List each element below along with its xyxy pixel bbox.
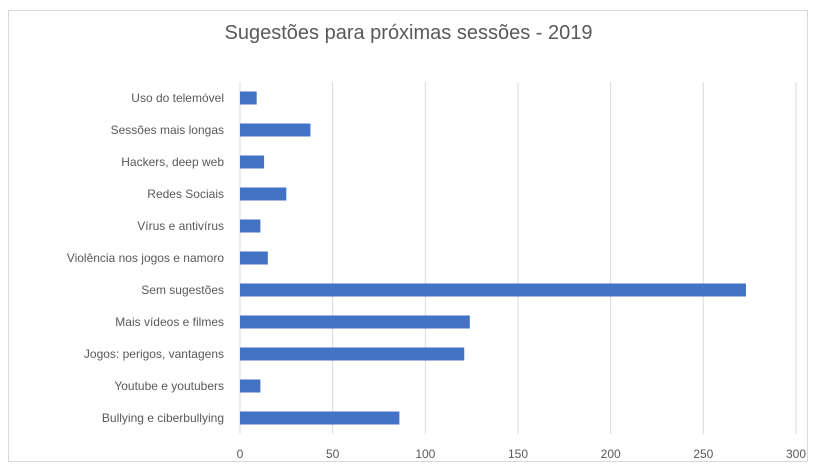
category-label: Mais vídeos e filmes bbox=[115, 315, 224, 329]
bar bbox=[240, 91, 257, 105]
category-label: Redes Sociais bbox=[147, 187, 224, 201]
bar bbox=[240, 379, 261, 393]
bar bbox=[240, 411, 400, 425]
x-tick-label: 200 bbox=[601, 447, 621, 461]
category-label: Violência nos jogos e namoro bbox=[67, 251, 225, 265]
category-label: Jogos: perigos, vantagens bbox=[84, 347, 224, 361]
bar bbox=[240, 251, 268, 265]
category-label: Uso do telemóvel bbox=[131, 91, 224, 105]
bar bbox=[240, 219, 261, 233]
category-labels: Uso do telemóvel Sessões mais longas Hacke… bbox=[67, 91, 225, 425]
category-label: Bullying e ciberbullying bbox=[102, 411, 224, 425]
bar bbox=[240, 155, 265, 169]
x-tick-label: 150 bbox=[508, 447, 528, 461]
bar bbox=[240, 187, 287, 201]
x-axis-tick-labels: 0 50 100 150 200 250 300 bbox=[237, 447, 807, 461]
grid-lines bbox=[239, 82, 797, 434]
category-label: Sessões mais longas bbox=[111, 123, 224, 137]
x-tick-label: 0 bbox=[237, 447, 244, 461]
bar bbox=[240, 347, 465, 361]
chart-frame bbox=[8, 10, 808, 462]
x-tick-label: 300 bbox=[786, 447, 806, 461]
bar bbox=[240, 315, 470, 329]
category-label: Sem sugestões bbox=[141, 283, 224, 297]
x-tick-label: 250 bbox=[693, 447, 713, 461]
bars bbox=[240, 91, 746, 425]
chart-title: Sugestões para próximas sessões - 2019 bbox=[224, 22, 593, 44]
bar bbox=[240, 123, 311, 137]
category-label: Youtube e youtubers bbox=[114, 379, 224, 393]
category-label: Hackers, deep web bbox=[121, 155, 224, 169]
x-tick-label: 100 bbox=[415, 447, 435, 461]
category-label: Vírus e antivírus bbox=[137, 219, 224, 233]
x-tick-label: 50 bbox=[326, 447, 340, 461]
bar bbox=[240, 283, 746, 297]
